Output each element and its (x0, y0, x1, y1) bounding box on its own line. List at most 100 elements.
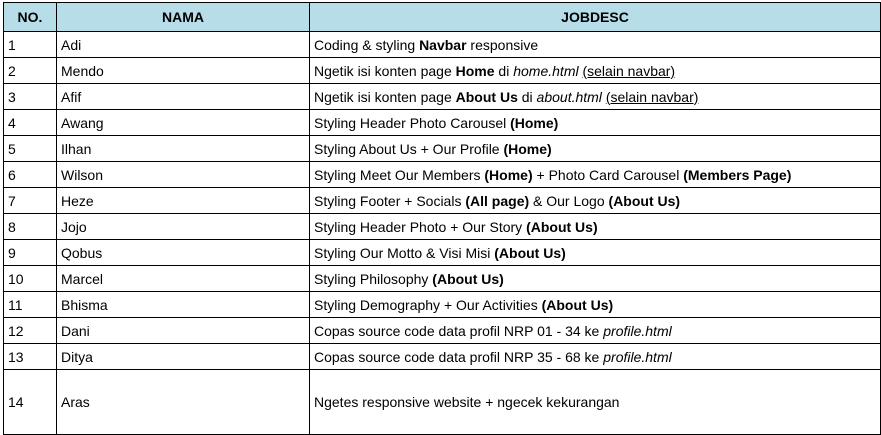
cell-jobdesc[interactable]: Copas source code data profil NRP 35 - 6… (309, 343, 881, 370)
jobdesc-text-segment: (Home) (503, 140, 552, 157)
table-row: 2 Mendo Ngetik isi konten page Home di hom… (3, 57, 881, 84)
cell-nama[interactable]: Awang (56, 109, 310, 136)
cell-jobdesc[interactable]: Styling Demography + Our Activities (Abo… (309, 291, 881, 318)
jobdesc-text-segment: Styling Meet Our Members (314, 166, 485, 183)
cell-no[interactable]: 13 (3, 343, 57, 370)
table-row: 1 Adi Coding & styling Navbar responsive (3, 31, 881, 58)
jobdesc-text-segment: + Photo Card Carousel (532, 166, 684, 183)
jobdesc-text-segment: Copas source code data profil NRP 01 - 3… (314, 322, 604, 339)
table-row: 8 Jojo Styling Header Photo + Our Story (A… (3, 213, 881, 240)
cell-jobdesc[interactable]: Coding & styling Navbar responsive (309, 31, 881, 58)
jobdesc-text-segment: Styling Demography + Our Activities (314, 296, 542, 313)
jobdesc-text-segment: (All page) (465, 192, 530, 209)
cell-jobdesc[interactable]: Ngetik isi konten page Home di home.html… (309, 57, 881, 84)
cell-nama[interactable]: Mendo (56, 57, 310, 84)
cell-nama[interactable]: Wilson (56, 161, 310, 188)
jobdesc-text-segment: (About Us) (608, 192, 681, 209)
cell-nama[interactable]: Ilhan (56, 135, 310, 162)
jobdesc-text-segment: Coding & styling (314, 36, 420, 53)
cell-nama[interactable]: Adi (56, 31, 310, 58)
table-row: 13 Ditya Copas source code data profil NRP… (3, 343, 881, 370)
cell-no[interactable]: 1 (3, 31, 57, 58)
table-row: 9 Qobus Styling Our Motto & Visi Misi (Abo… (3, 239, 881, 266)
cell-no[interactable]: 14 (3, 369, 57, 435)
jobdesc-text-segment: Styling Our Motto & Visi Misi (314, 244, 495, 261)
jobdesc-text-segment: Ngetik isi konten page (314, 62, 456, 79)
table-row: 7 Heze Styling Footer + Socials (All page)… (3, 187, 881, 214)
jobdesc-table: NO. NAMA JOBDESC 1 Adi Coding & styling Na… (3, 2, 881, 435)
jobdesc-text-segment: home.html (513, 62, 579, 79)
table-row: 5 Ilhan Styling About Us + Our Profile (Ho… (3, 135, 881, 162)
jobdesc-text-segment: Styling Footer + Socials (314, 192, 466, 209)
table-row: 6 Wilson Styling Meet Our Members (Home) +… (3, 161, 881, 188)
jobdesc-text-segment: (About Us) (494, 244, 566, 261)
table-row: 10 Marcel Styling Philosophy (About Us) (3, 265, 881, 292)
cell-no[interactable]: 7 (3, 187, 57, 214)
cell-nama[interactable]: Dani (56, 317, 310, 344)
cell-jobdesc[interactable]: Ngetes responsive website + ngecek kekur… (309, 369, 881, 435)
cell-no[interactable]: 11 (3, 291, 57, 318)
cell-no[interactable]: 4 (3, 109, 57, 136)
cell-nama[interactable]: Jojo (56, 213, 310, 240)
cell-no[interactable]: 2 (3, 57, 57, 84)
jobdesc-text-segment: Ngetik isi konten page (314, 88, 456, 105)
cell-nama[interactable]: Aras (56, 369, 310, 435)
cell-no[interactable]: 3 (3, 83, 57, 110)
jobdesc-text-segment: (selain navbar) (605, 88, 699, 105)
jobdesc-text-segment: Ngetes responsive website + ngecek kekur… (314, 394, 620, 410)
header-jobdesc[interactable]: JOBDESC (309, 2, 881, 32)
jobdesc-text-segment: responsive (466, 36, 539, 53)
cell-no[interactable]: 10 (3, 265, 57, 292)
jobdesc-text-segment: profile.html (603, 348, 672, 365)
cell-no[interactable]: 9 (3, 239, 57, 266)
cell-nama[interactable]: Bhisma (56, 291, 310, 318)
cell-jobdesc[interactable]: Styling Header Photo Carousel (Home) (309, 109, 881, 136)
jobdesc-text-segment: Styling Philosophy (314, 270, 433, 287)
cell-nama[interactable]: Qobus (56, 239, 310, 266)
cell-jobdesc[interactable]: Copas source code data profil NRP 01 - 3… (309, 317, 881, 344)
jobdesc-text-segment: (Members Page) (683, 166, 792, 183)
table-row: 14 Aras Ngetes responsive website + ngecek… (3, 369, 881, 435)
cell-nama[interactable]: Ditya (56, 343, 310, 370)
table-row: 3 Afif Ngetik isi konten page About Us di … (3, 83, 881, 110)
cell-nama[interactable]: Marcel (56, 265, 310, 292)
cell-jobdesc[interactable]: Styling Header Photo + Our Story (About … (309, 213, 881, 240)
jobdesc-text-segment: Styling Header Photo + Our Story (314, 218, 527, 235)
cell-jobdesc[interactable]: Styling Footer + Socials (All page) & Ou… (309, 187, 881, 214)
jobdesc-text-segment: About Us (455, 88, 518, 105)
jobdesc-text-segment: profile.html (603, 322, 672, 339)
jobdesc-text-segment: Copas source code data profil NRP 35 - 6… (314, 348, 604, 365)
jobdesc-text-segment: di (517, 88, 537, 105)
jobdesc-text-segment: di (494, 62, 514, 79)
header-nama[interactable]: NAMA (56, 2, 310, 32)
jobdesc-text-segment: (selain navbar) (582, 62, 676, 79)
cell-no[interactable]: 6 (3, 161, 57, 188)
jobdesc-sheet: NO. NAMA JOBDESC 1 Adi Coding & styling Na… (3, 2, 881, 435)
cell-jobdesc[interactable]: Ngetik isi konten page About Us di about… (309, 83, 881, 110)
cell-jobdesc[interactable]: Styling About Us + Our Profile (Home) (309, 135, 881, 162)
cell-jobdesc[interactable]: Styling Our Motto & Visi Misi (About Us) (309, 239, 881, 266)
jobdesc-text-segment: about.html (536, 88, 602, 105)
table-row: 11 Bhisma Styling Demography + Our Activit… (3, 291, 881, 318)
jobdesc-text-segment: (Home) (484, 166, 533, 183)
cell-jobdesc[interactable]: Styling Philosophy (About Us) (309, 265, 881, 292)
header-no[interactable]: NO. (3, 2, 57, 32)
table-row: 12 Dani Copas source code data profil NRP … (3, 317, 881, 344)
jobdesc-text-segment: Styling About Us + Our Profile (314, 140, 504, 157)
jobdesc-text-segment: Navbar (419, 36, 467, 53)
jobdesc-text-segment: (About Us) (526, 218, 598, 235)
jobdesc-text-segment: Home (455, 62, 495, 79)
cell-no[interactable]: 5 (3, 135, 57, 162)
cell-jobdesc[interactable]: Styling Meet Our Members (Home) + Photo … (309, 161, 881, 188)
jobdesc-text-segment: (About Us) (432, 270, 504, 287)
jobdesc-text-segment: (Home) (510, 114, 559, 131)
jobdesc-text-segment: (About Us) (541, 296, 614, 313)
table-body: 1 Adi Coding & styling Navbar responsive 2 M… (3, 31, 881, 435)
cell-no[interactable]: 8 (3, 213, 57, 240)
cell-no[interactable]: 12 (3, 317, 57, 344)
jobdesc-text-segment: & Our Logo (529, 192, 609, 209)
jobdesc-text-segment: Styling Header Photo Carousel (314, 114, 511, 131)
cell-nama[interactable]: Heze (56, 187, 310, 214)
cell-nama[interactable]: Afif (56, 83, 310, 110)
table-row: 4 Awang Styling Header Photo Carousel (Hom… (3, 109, 881, 136)
